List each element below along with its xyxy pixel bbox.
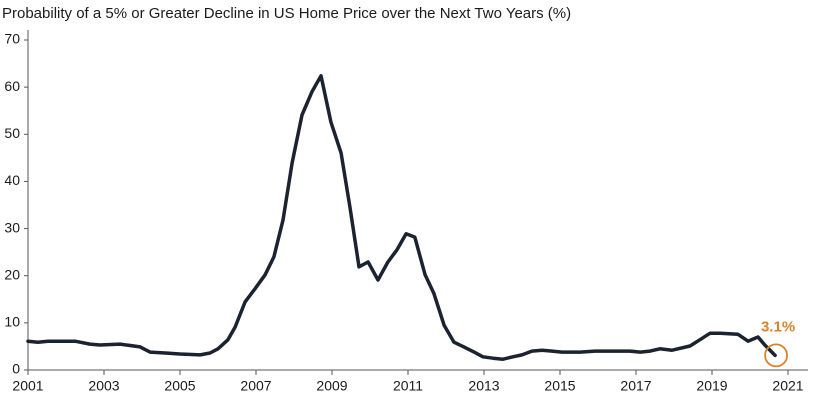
y-tick-label: 0 — [12, 361, 20, 377]
chart-title: Probability of a 5% or Greater Decline i… — [2, 5, 571, 22]
x-tick-label: 2013 — [468, 378, 499, 394]
y-tick-label: 60 — [4, 78, 20, 94]
x-tick-label: 2009 — [316, 378, 347, 394]
y-tick-label: 50 — [4, 125, 20, 141]
x-tick-label: 2005 — [164, 378, 195, 394]
y-tick-label: 30 — [4, 219, 20, 235]
annotation: 3.1% — [761, 318, 795, 335]
x-tick-label: 2003 — [88, 378, 119, 394]
x-tick-label: 2001 — [12, 378, 43, 394]
y-tick-label: 70 — [4, 31, 20, 47]
y-tick-label: 20 — [4, 266, 20, 282]
x-tick-label: 2015 — [544, 378, 575, 394]
y-tick-label: 10 — [4, 314, 20, 330]
y-tick-label: 40 — [4, 172, 20, 188]
x-tick-label: 2011 — [393, 378, 423, 394]
x-tick-label: 2021 — [772, 378, 803, 394]
x-tick-label: 2019 — [696, 378, 727, 394]
x-tick-label: 2007 — [240, 378, 271, 394]
x-tick-label: 2017 — [620, 378, 651, 394]
line-series — [26, 74, 777, 361]
annotation-circle — [764, 343, 788, 368]
